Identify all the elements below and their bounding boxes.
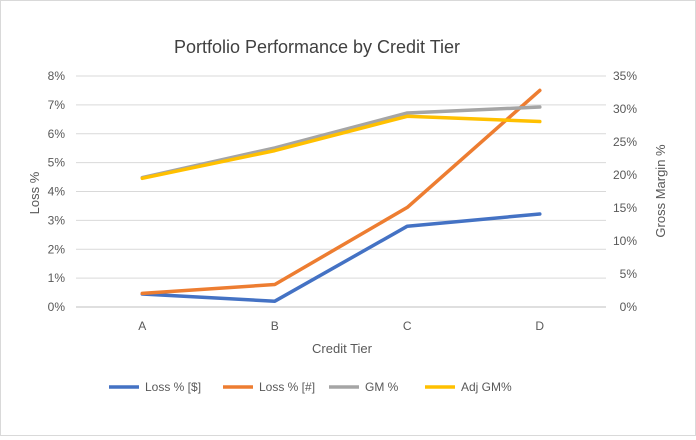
x-tick-label: D: [535, 319, 544, 333]
y-tick-label: 2%: [48, 242, 66, 256]
x-tick-label: C: [403, 319, 412, 333]
y2-tick-label: 35%: [613, 69, 637, 83]
y-tick-label: 5%: [48, 156, 66, 170]
y-tick-label: 0%: [48, 300, 66, 314]
x-axis-ticks: A B C D: [138, 319, 544, 333]
x-axis-title: Credit Tier: [312, 341, 373, 356]
y2-tick-label: 30%: [613, 102, 637, 116]
y-axis-ticks: 0% 1% 2% 3% 4% 5% 6% 7% 8%: [48, 69, 66, 314]
y2-tick-label: 15%: [613, 201, 637, 215]
y2-tick-label: 20%: [613, 168, 637, 182]
y2-tick-label: 0%: [620, 300, 638, 314]
legend-label: Loss % [#]: [259, 380, 315, 394]
y-tick-label: 7%: [48, 98, 66, 112]
series-line-0: [140, 212, 542, 303]
y2-axis-ticks: 0% 5% 10% 15% 20% 25% 30% 35%: [613, 69, 637, 314]
series-lines: [140, 88, 542, 303]
y-tick-label: 1%: [48, 271, 66, 285]
legend-label: Loss % [$]: [145, 380, 201, 394]
y-tick-label: 6%: [48, 127, 66, 141]
y-axis-title: Loss %: [27, 171, 42, 214]
legend-label: Adj GM%: [461, 380, 512, 394]
y-tick-label: 3%: [48, 213, 66, 227]
x-tick-label: A: [138, 319, 146, 333]
series-line-3: [140, 114, 542, 181]
legend-label: GM %: [365, 380, 399, 394]
legend: Loss % [$] Loss % [#] GM % Adj GM%: [109, 380, 512, 394]
y-tick-label: 8%: [48, 69, 66, 83]
y2-tick-label: 5%: [620, 267, 638, 281]
chart-title: Portfolio Performance by Credit Tier: [174, 37, 460, 57]
gridlines: [76, 75, 606, 308]
y2-axis-title: Gross Margin %: [653, 144, 668, 238]
y2-tick-label: 25%: [613, 135, 637, 149]
series-line-1: [140, 88, 542, 296]
y-tick-label: 4%: [48, 185, 66, 199]
y2-tick-label: 10%: [613, 234, 637, 248]
x-tick-label: B: [271, 319, 279, 333]
